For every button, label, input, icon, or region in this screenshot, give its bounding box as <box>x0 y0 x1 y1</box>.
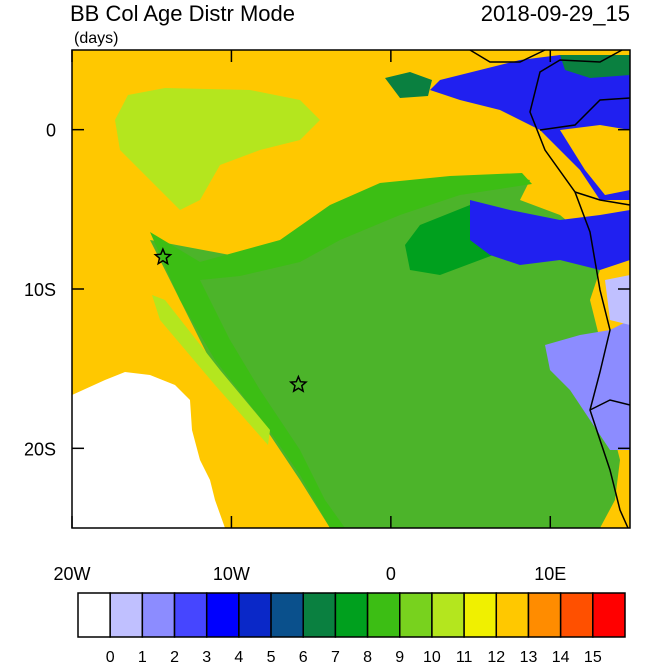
colorbar-box <box>431 592 465 638</box>
colorbar-box <box>592 592 626 638</box>
colorbar-label: 15 <box>584 649 602 666</box>
colorbar-box <box>463 592 498 638</box>
colorbar-box <box>109 592 144 638</box>
x-tick-label: 20W <box>53 564 90 584</box>
colorbar-box <box>77 592 111 638</box>
colorbar-label: 7 <box>331 649 340 666</box>
subtitle: (days) <box>74 30 118 47</box>
colorbar-label: 11 <box>456 649 473 666</box>
colorbar-box <box>399 592 433 638</box>
colorbar-box <box>495 592 530 638</box>
map-fill <box>72 50 630 528</box>
colorbar-box <box>141 592 176 638</box>
colorbar-label: 6 <box>299 649 308 666</box>
colorbar-box <box>302 592 337 638</box>
x-tick-label: 0 <box>386 564 396 584</box>
colorbar-label: 13 <box>520 649 538 666</box>
colorbar-box <box>205 592 240 638</box>
colorbar-box <box>334 592 369 638</box>
coastline <box>469 49 631 529</box>
x-tick-label: 10E <box>534 564 566 584</box>
date: 2018-09-29_15 <box>481 1 630 26</box>
colorbar-label: 5 <box>267 649 276 666</box>
colorbar-label: 4 <box>234 649 243 666</box>
colorbar-label: 2 <box>170 649 179 666</box>
colorbar-box <box>238 592 272 638</box>
colorbar-label: 12 <box>487 649 505 666</box>
colorbar-box <box>527 592 562 638</box>
colorbar-label: 14 <box>552 649 570 666</box>
site-marker <box>153 247 173 266</box>
colorbar-label: 1 <box>138 649 147 666</box>
x-tick-label: 10W <box>213 564 250 584</box>
colorbar-box <box>173 592 208 638</box>
site-marker <box>288 374 308 393</box>
y-tick-label: 0 <box>46 121 56 141</box>
colorbar-label: 10 <box>423 649 441 666</box>
colorbar-box <box>270 592 304 638</box>
colorbar-label: 8 <box>363 649 372 666</box>
colorbar-label: 9 <box>395 649 404 666</box>
y-tick-label: 10S <box>24 280 56 300</box>
title: BB Col Age Distr Mode <box>70 1 295 26</box>
colorbar-label: 3 <box>202 649 211 666</box>
colorbar-label: 0 <box>106 649 115 666</box>
colorbar-box <box>559 592 594 638</box>
y-tick-label: 20S <box>24 439 56 459</box>
colorbar-box <box>366 592 401 638</box>
